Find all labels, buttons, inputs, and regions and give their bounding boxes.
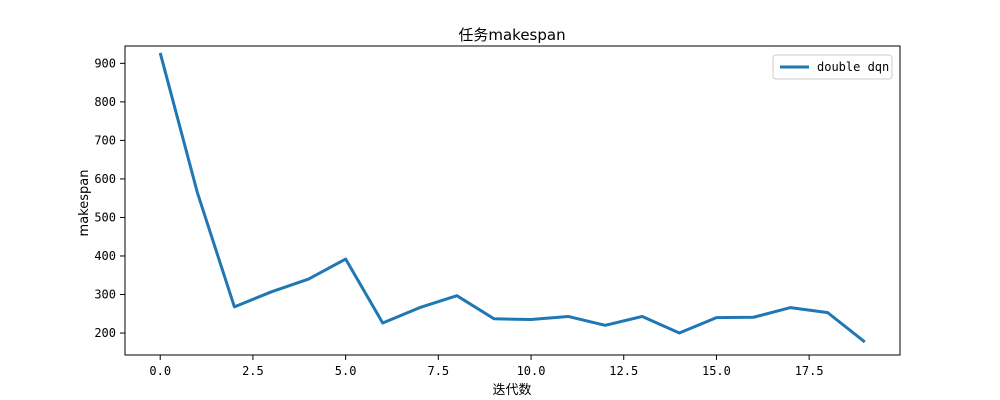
- y-tick-label: 300: [94, 288, 116, 302]
- y-tick-label: 800: [94, 95, 116, 109]
- x-tick-label: 2.5: [242, 364, 264, 378]
- legend-box: [772, 54, 893, 80]
- y-tick-label: 500: [94, 210, 116, 224]
- legend: double dqn: [772, 54, 893, 80]
- y-tick-label: 400: [94, 249, 116, 263]
- y-tick-label: 900: [94, 56, 116, 70]
- x-tick-label: 17.5: [795, 364, 824, 378]
- y-axis-title: makespan: [77, 170, 92, 237]
- x-tick-label: 10.0: [517, 364, 546, 378]
- plot-area: 0.0 2.5 5.0 7.5 10.0 12.5 15.0 17.5 200 300 400 500…: [94, 45, 901, 378]
- x-tick-label: 5.0: [335, 364, 357, 378]
- plot-frame: [124, 45, 901, 356]
- x-tick-label: 12.5: [609, 364, 638, 378]
- y-tick-label: 200: [94, 326, 116, 340]
- chart-title: 任务makespan: [458, 26, 565, 44]
- x-axis-title: 迭代数: [492, 383, 531, 398]
- x-tick-label: 7.5: [427, 364, 449, 378]
- x-tick-label: 0.0: [149, 364, 171, 378]
- series-line-0: [158, 52, 866, 344]
- x-tick-label: 15.0: [702, 364, 731, 378]
- legend-label: double dqn: [817, 60, 889, 74]
- y-tick-label: 700: [94, 133, 116, 147]
- y-tick-label: 600: [94, 172, 116, 186]
